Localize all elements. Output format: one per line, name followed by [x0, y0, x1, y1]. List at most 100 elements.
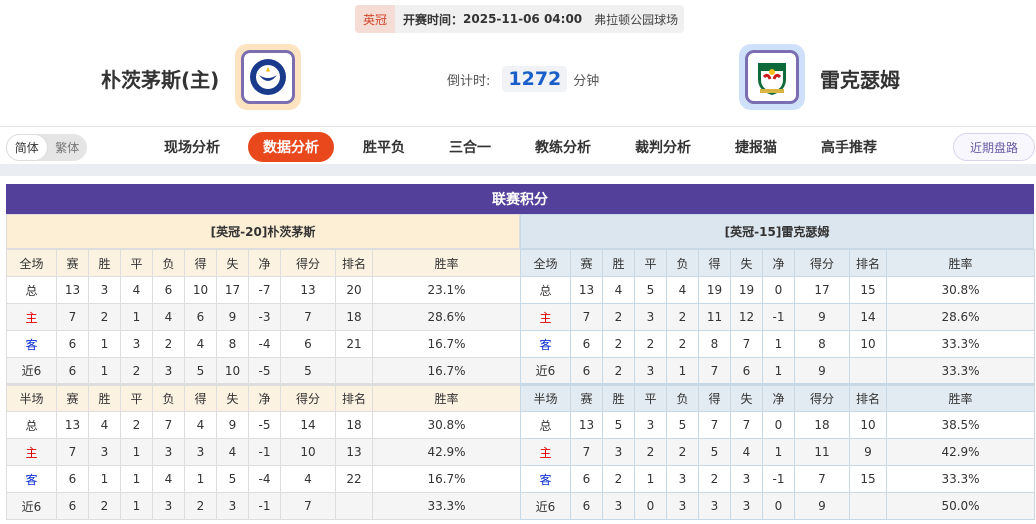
home-standings: [英冠-20]朴茨茅斯 全场赛胜平负得失净得分 排名 胜率总 13 3 4 6 10 17 -7 1…	[6, 214, 521, 520]
table-cell: 3	[730, 465, 763, 493]
table-cell: 13	[570, 276, 603, 304]
row-label: 总	[6, 276, 57, 304]
table-cell: 13	[280, 276, 336, 304]
table-cell: 3	[730, 492, 763, 520]
column-header: 平	[634, 383, 667, 412]
table-cell: 5	[280, 357, 336, 385]
divider-band	[0, 164, 1036, 176]
table-cell: 9	[794, 303, 850, 331]
tab-live-analysis[interactable]: 现场分析	[164, 140, 220, 156]
table-cell: 17	[794, 276, 850, 304]
table-cell: 4	[602, 276, 635, 304]
column-header: 失	[730, 383, 763, 412]
table-cell: 7	[280, 492, 336, 520]
column-header: 得	[184, 383, 217, 412]
column-header: 排名	[849, 383, 887, 412]
table-row: 近6 6 1 2 3 5 10 -5 5 16.7%	[6, 357, 521, 385]
table-cell: 33.3%	[886, 330, 1035, 358]
table-cell: 4	[216, 438, 249, 466]
row-label: 近6	[6, 357, 57, 385]
table-cell: 3	[152, 492, 185, 520]
table-row: 主 7 3 1 3 3 4 -1 10 13 42.9%	[6, 438, 521, 466]
table-row: 客 6 1 3 2 4 8 -4 6 21 16.7%	[6, 330, 521, 358]
home-team-name[interactable]: 朴茨茅斯(主)	[101, 68, 220, 92]
row-label: 主	[520, 438, 571, 466]
table-cell: -1	[248, 492, 281, 520]
column-header: 负	[666, 249, 699, 277]
table-cell: 2	[666, 303, 699, 331]
table-cell: -1	[762, 303, 795, 331]
tab-win-draw-loss[interactable]: 胜平负	[363, 140, 405, 156]
table-cell: 2	[602, 465, 635, 493]
recent-handicap-button[interactable]: 近期盘路	[953, 133, 1035, 161]
away-standings-header: [英冠-15]雷克瑟姆	[520, 214, 1034, 249]
table-cell: 3	[216, 492, 249, 520]
column-header: 胜	[88, 383, 121, 412]
table-cell: 3	[602, 492, 635, 520]
row-label: 客	[6, 465, 57, 493]
table-cell: 1	[88, 330, 121, 358]
tab-expert-picks[interactable]: 高手推荐	[821, 140, 877, 156]
column-header: 排名	[335, 249, 373, 277]
table-cell: 3	[634, 411, 667, 439]
table-cell: 2	[634, 330, 667, 358]
table-cell: 1	[120, 492, 153, 520]
table-cell: 19	[730, 276, 763, 304]
column-header: 胜	[602, 383, 635, 412]
table-cell: 19	[698, 276, 731, 304]
tab-data-analysis[interactable]: 数据分析	[248, 132, 334, 162]
column-header: 半场	[6, 383, 57, 412]
table-row: 近6 6 3 0 3 3 3 0 9 50.0%	[520, 492, 1035, 520]
full-header-row: 全场赛胜平负得失净得分 排名 胜率	[520, 249, 1035, 277]
table-cell: 0	[762, 411, 795, 439]
table-row: 总 13 4 2 7 4 9 -5 14 18 30.8%	[6, 411, 521, 439]
table-cell: 28.6%	[372, 303, 521, 331]
table-cell: 9	[794, 357, 850, 385]
table-cell: 4	[184, 330, 217, 358]
table-cell	[849, 357, 887, 385]
table-cell: 11	[794, 438, 850, 466]
table-cell: -7	[248, 276, 281, 304]
lang-traditional[interactable]: 繁体	[55, 141, 80, 155]
table-cell: 2	[666, 330, 699, 358]
tab-three-in-one[interactable]: 三合一	[449, 140, 491, 156]
row-label: 主	[520, 303, 571, 331]
row-label: 客	[520, 465, 571, 493]
table-cell: 3	[88, 438, 121, 466]
table-cell: 1	[120, 303, 153, 331]
table-cell: 16.7%	[372, 357, 521, 385]
column-header: 净	[248, 249, 281, 277]
away-team-logo[interactable]	[739, 44, 805, 110]
column-header: 赛	[570, 383, 603, 412]
home-team-logo[interactable]	[235, 44, 301, 110]
table-cell: 33.3%	[886, 465, 1035, 493]
tab-referee-analysis[interactable]: 裁判分析	[635, 140, 691, 156]
column-header: 得分	[280, 383, 336, 412]
column-header: 平	[120, 249, 153, 277]
column-header: 排名	[335, 383, 373, 412]
table-cell: 6	[730, 357, 763, 385]
language-toggle[interactable]: 简体 繁体	[6, 134, 87, 161]
table-cell: 2	[184, 492, 217, 520]
tab-coach-analysis[interactable]: 教练分析	[535, 140, 591, 156]
column-header: 失	[730, 249, 763, 277]
table-cell	[335, 357, 373, 385]
home-standings-header: [英冠-20]朴茨茅斯	[6, 214, 520, 249]
column-header: 得	[698, 249, 731, 277]
table-cell: -1	[762, 465, 795, 493]
league-badge[interactable]: 英冠	[355, 5, 395, 33]
table-cell: 1	[88, 465, 121, 493]
countdown-value: 1272	[502, 66, 568, 92]
table-cell: 6	[570, 465, 603, 493]
table-cell: 4	[152, 465, 185, 493]
lang-simplified[interactable]: 简体	[6, 134, 48, 161]
table-cell: 4	[280, 465, 336, 493]
away-team-name[interactable]: 雷克瑟姆	[820, 68, 900, 92]
column-header: 净	[248, 383, 281, 412]
table-cell: 21	[335, 330, 373, 358]
table-cell: 17	[216, 276, 249, 304]
table-cell: 6	[56, 465, 89, 493]
table-cell: 6	[570, 330, 603, 358]
table-cell: 14	[280, 411, 336, 439]
tab-jiebaomao[interactable]: 捷报猫	[735, 140, 777, 156]
